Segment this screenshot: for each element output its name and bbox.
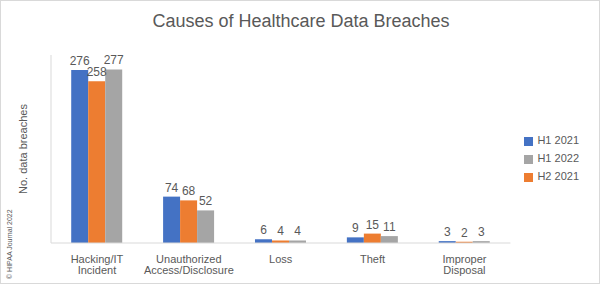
- svg-text:4: 4: [294, 224, 301, 238]
- svg-text:15: 15: [366, 218, 380, 232]
- svg-text:Theft: Theft: [360, 253, 385, 265]
- html-text:H2 2021: H2 2021: [537, 170, 579, 182]
- svg-text:6: 6: [260, 223, 267, 237]
- svg-text:277: 277: [104, 53, 124, 67]
- svg-text:3: 3: [444, 225, 451, 239]
- html-text:H1 2021: H1 2021: [537, 134, 579, 146]
- svg-text:74: 74: [165, 181, 179, 195]
- html-text:© HIPAA Journal 2022: © HIPAA Journal 2022: [6, 209, 13, 279]
- svg-text:ImproperDisposal: ImproperDisposal: [442, 253, 486, 276]
- svg-text:3: 3: [478, 225, 485, 239]
- svg-text:276: 276: [69, 54, 90, 68]
- svg-text:Hacking/ITIncident: Hacking/ITIncident: [71, 253, 124, 276]
- svg-text:52: 52: [199, 194, 213, 208]
- svg-text:68: 68: [182, 184, 196, 198]
- svg-text:4: 4: [277, 224, 284, 238]
- html-text:Causes of Healthcare Data Brea: Causes of Healthcare Data Breaches: [152, 11, 450, 31]
- svg-text:No. data breaches: No. data breaches: [17, 104, 29, 194]
- html-text:H1 2022: H1 2022: [537, 152, 579, 164]
- svg-text:11: 11: [383, 220, 396, 234]
- svg-text:UnauthorizedAccess/Disclosure: UnauthorizedAccess/Disclosure: [144, 253, 234, 276]
- svg-text:9: 9: [352, 221, 359, 235]
- svg-text:258: 258: [86, 65, 107, 80]
- svg-text:2: 2: [461, 226, 468, 240]
- svg-text:Loss: Loss: [269, 253, 293, 265]
